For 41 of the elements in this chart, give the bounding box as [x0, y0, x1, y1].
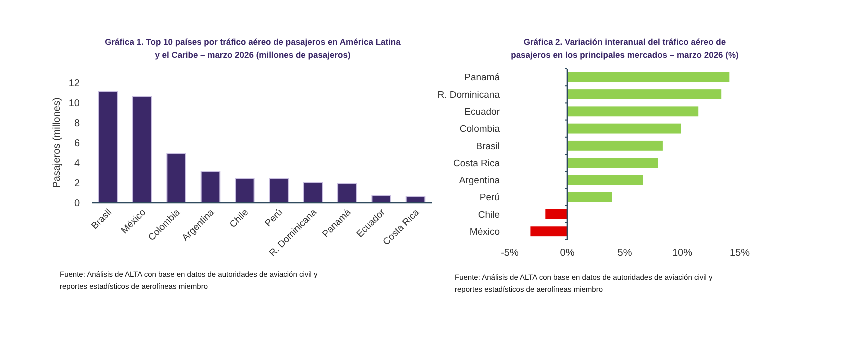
- chart-title: Gráfica 2. Variación interanual del tráfico aéreo de pasajeros en los principales mercados – marzo 2026 (%): [511, 37, 740, 60]
- x-tick-label: -5%: [501, 248, 519, 259]
- bar: [269, 178, 289, 204]
- y-tick-label: Argentina: [459, 176, 501, 187]
- y-tick-label: Colombia: [460, 124, 501, 136]
- bar: [98, 92, 118, 204]
- y-tick-label: Perú: [480, 192, 500, 204]
- bar: [530, 226, 568, 237]
- y-tick-label: 4: [74, 158, 80, 170]
- y-axis-title: Pasajeros (millones): [52, 98, 63, 188]
- x-tick-label: 15%: [730, 248, 750, 259]
- bar: [166, 154, 186, 204]
- x-tick-label: 10%: [672, 248, 693, 259]
- bar: [568, 175, 644, 186]
- bar: [568, 124, 682, 134]
- bar: [200, 172, 221, 204]
- bar: [568, 106, 699, 117]
- bar: [568, 140, 663, 151]
- y-tick-label: R. Dominicana: [438, 90, 501, 101]
- y-tick-label: Ecuador: [464, 106, 500, 118]
- y-tick-label: Panamá: [464, 72, 501, 84]
- y-tick-label: 8: [74, 118, 80, 130]
- y-tick-label: 0: [74, 198, 80, 210]
- y-tick-label: 2: [74, 178, 80, 190]
- x-tick-label: 0%: [560, 248, 575, 259]
- y-tick-label: 6: [74, 138, 80, 150]
- bar: [235, 178, 255, 204]
- y-tick-label: 10: [68, 98, 80, 110]
- bar: [568, 90, 722, 100]
- y-tick-label: Costa Rica: [454, 158, 501, 170]
- bar: [338, 184, 358, 204]
- y-tick-label: 12: [68, 78, 80, 90]
- x-tick-label: 5%: [618, 248, 632, 259]
- bar: [568, 192, 612, 202]
- bar: [132, 96, 152, 204]
- bar: [546, 210, 568, 220]
- bar: [303, 182, 324, 204]
- bar: [568, 158, 658, 168]
- bar: [568, 72, 730, 82]
- y-tick-label: Brasil: [476, 141, 500, 152]
- chart-title: Gráfica 1. Top 10 países por tráfico aéreo de pasajeros en América Latina y el Caribe – marzo 2026 (millones de pasajeros): [105, 37, 402, 60]
